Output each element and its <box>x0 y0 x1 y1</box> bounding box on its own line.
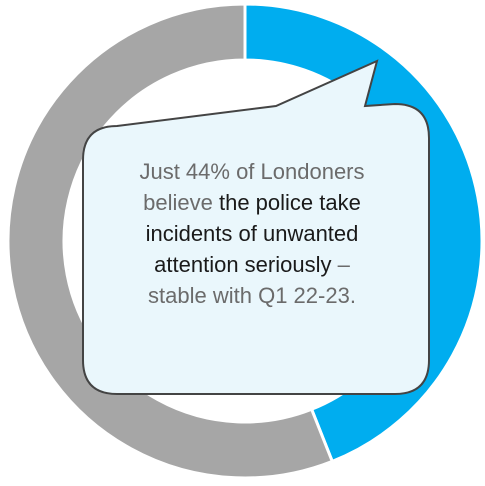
callout-line-5: stable with Q1 22-23. <box>148 283 356 308</box>
callout-line-2-plain: believe <box>143 190 219 215</box>
callout-line-1: Just 44% of Londoners <box>139 159 365 184</box>
speech-bubble <box>82 59 430 395</box>
callout-line-4: attention seriously – <box>96 249 408 280</box>
callout-line-4-plain: – <box>331 252 350 277</box>
callout-line-4-emphasis: attention seriously <box>154 252 332 277</box>
callout-text: Just 44% of Londoners believe the police… <box>96 156 408 311</box>
callout-line-2: believe the police take <box>96 187 408 218</box>
callout-line-2-emphasis: the police take <box>218 190 361 215</box>
callout-line-3: incidents of unwanted <box>145 221 359 246</box>
